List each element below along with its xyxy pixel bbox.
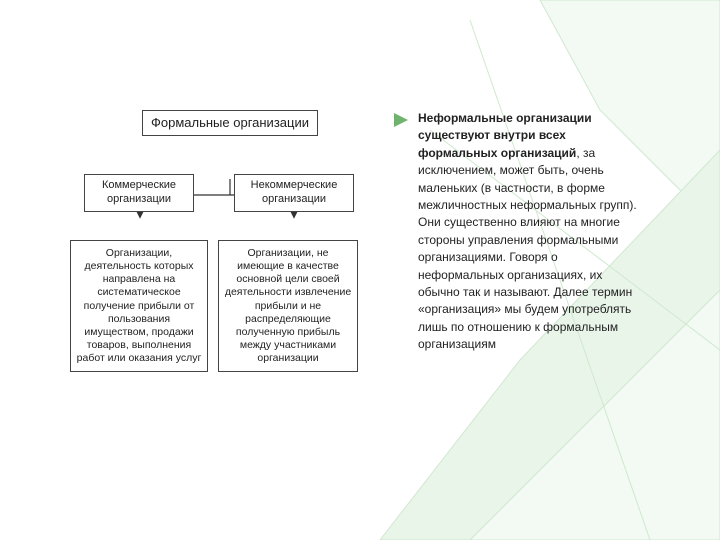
paragraph-lead: Неформальные организации существуют внут… (418, 111, 592, 160)
bullet-triangle-icon (394, 113, 408, 127)
tree-leaf-left: Организации, деятельность которых направ… (70, 240, 208, 372)
paragraph: Неформальные организации существуют внут… (418, 110, 644, 353)
tree-root-node: Формальные организации (142, 110, 318, 136)
text-block: Неформальные организации существуют внут… (394, 110, 644, 500)
slide-content: Формальные организации Коммерческие орга… (0, 0, 720, 540)
tree-child-left: Коммерческие организации (84, 174, 194, 212)
org-tree-diagram: Формальные организации Коммерческие орга… (70, 110, 370, 500)
tree-leaf-right: Организации, не имеющие в качестве основ… (218, 240, 358, 372)
tree-child-right: Некоммерческие организации (234, 174, 354, 212)
paragraph-rest: , за исключением, может быть, очень мале… (418, 146, 637, 351)
